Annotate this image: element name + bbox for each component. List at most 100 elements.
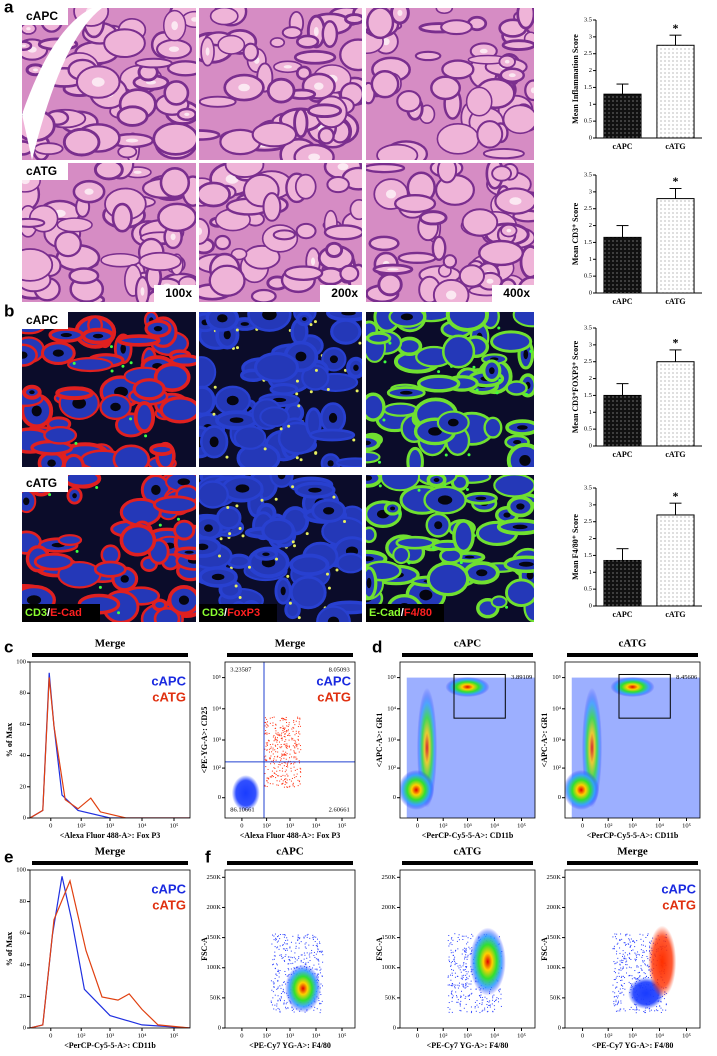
event — [647, 933, 649, 935]
event — [288, 786, 290, 788]
event — [625, 961, 627, 963]
event — [276, 964, 278, 966]
event — [272, 981, 274, 983]
event — [299, 783, 301, 785]
event — [633, 977, 635, 979]
lumen — [512, 524, 528, 530]
event — [622, 985, 624, 987]
event — [488, 1004, 490, 1006]
event — [292, 745, 294, 747]
lumen — [209, 436, 219, 448]
event — [615, 1010, 617, 1012]
event — [450, 962, 452, 964]
gland — [441, 334, 476, 369]
crypt — [68, 267, 100, 285]
event — [281, 746, 283, 748]
crypt — [262, 192, 282, 222]
event — [266, 759, 268, 761]
event — [284, 948, 286, 950]
header-bar — [32, 861, 188, 865]
event — [628, 952, 630, 954]
crypt — [295, 34, 320, 49]
event — [464, 956, 466, 958]
event — [637, 966, 639, 968]
crypt — [366, 8, 395, 40]
crypt — [111, 202, 133, 233]
event — [451, 984, 453, 986]
crypt — [414, 50, 442, 62]
y-tick-label: 40 — [20, 752, 27, 759]
event — [489, 1004, 491, 1006]
x-tick-label: 10⁴ — [138, 1032, 148, 1039]
event — [272, 736, 274, 738]
x-tick-label: 10³ — [106, 822, 115, 829]
event — [635, 955, 637, 957]
event — [279, 945, 281, 947]
lumen — [400, 313, 413, 321]
crypt — [441, 59, 475, 80]
event — [622, 962, 624, 964]
event — [283, 753, 285, 755]
event — [281, 753, 283, 755]
event — [311, 949, 313, 951]
event — [617, 995, 619, 997]
x-axis-label: <PerCP-Cy5-5-A>: CD11b — [64, 1041, 156, 1050]
crypt — [501, 39, 534, 51]
event — [274, 951, 276, 953]
event — [277, 732, 279, 734]
gland — [93, 560, 127, 578]
density — [610, 676, 655, 697]
event — [277, 1000, 279, 1002]
x-tick-label: 10² — [439, 822, 448, 829]
event — [275, 937, 277, 939]
y-tick-label: 10² — [213, 765, 222, 772]
event — [280, 734, 282, 736]
y-axis-label: Mean CD3⁺ Score — [571, 202, 580, 265]
event — [460, 971, 462, 973]
event — [463, 969, 465, 971]
event — [287, 762, 289, 764]
event — [628, 938, 630, 940]
event — [449, 974, 451, 976]
event — [298, 730, 300, 732]
event — [468, 946, 470, 948]
crypt — [435, 8, 454, 15]
cell — [525, 392, 529, 396]
event — [464, 968, 466, 970]
cell — [327, 586, 331, 590]
crypt — [209, 8, 239, 26]
event — [452, 969, 454, 971]
event — [629, 945, 631, 947]
cell — [297, 404, 301, 408]
event — [306, 934, 308, 936]
event — [287, 967, 289, 969]
event — [276, 947, 278, 949]
event — [303, 958, 305, 960]
bar-texture — [603, 395, 642, 446]
event — [460, 1010, 462, 1012]
event — [300, 768, 302, 770]
lumen — [262, 312, 277, 321]
event — [285, 745, 287, 747]
event — [294, 724, 296, 726]
gland — [269, 475, 294, 488]
lumen — [178, 595, 190, 605]
category-label: cATG — [665, 297, 685, 306]
event — [620, 1000, 622, 1002]
gland — [383, 402, 418, 417]
gland — [392, 545, 411, 565]
event — [447, 976, 449, 978]
event — [447, 940, 449, 942]
event — [274, 968, 276, 970]
crypt — [321, 20, 339, 48]
event — [271, 760, 273, 762]
event — [280, 747, 282, 749]
crypt — [431, 235, 447, 261]
event — [276, 741, 278, 743]
cell — [274, 557, 278, 561]
cell — [95, 486, 99, 490]
event — [272, 760, 274, 762]
lumen — [503, 512, 511, 518]
event — [452, 939, 454, 941]
event — [464, 958, 466, 960]
